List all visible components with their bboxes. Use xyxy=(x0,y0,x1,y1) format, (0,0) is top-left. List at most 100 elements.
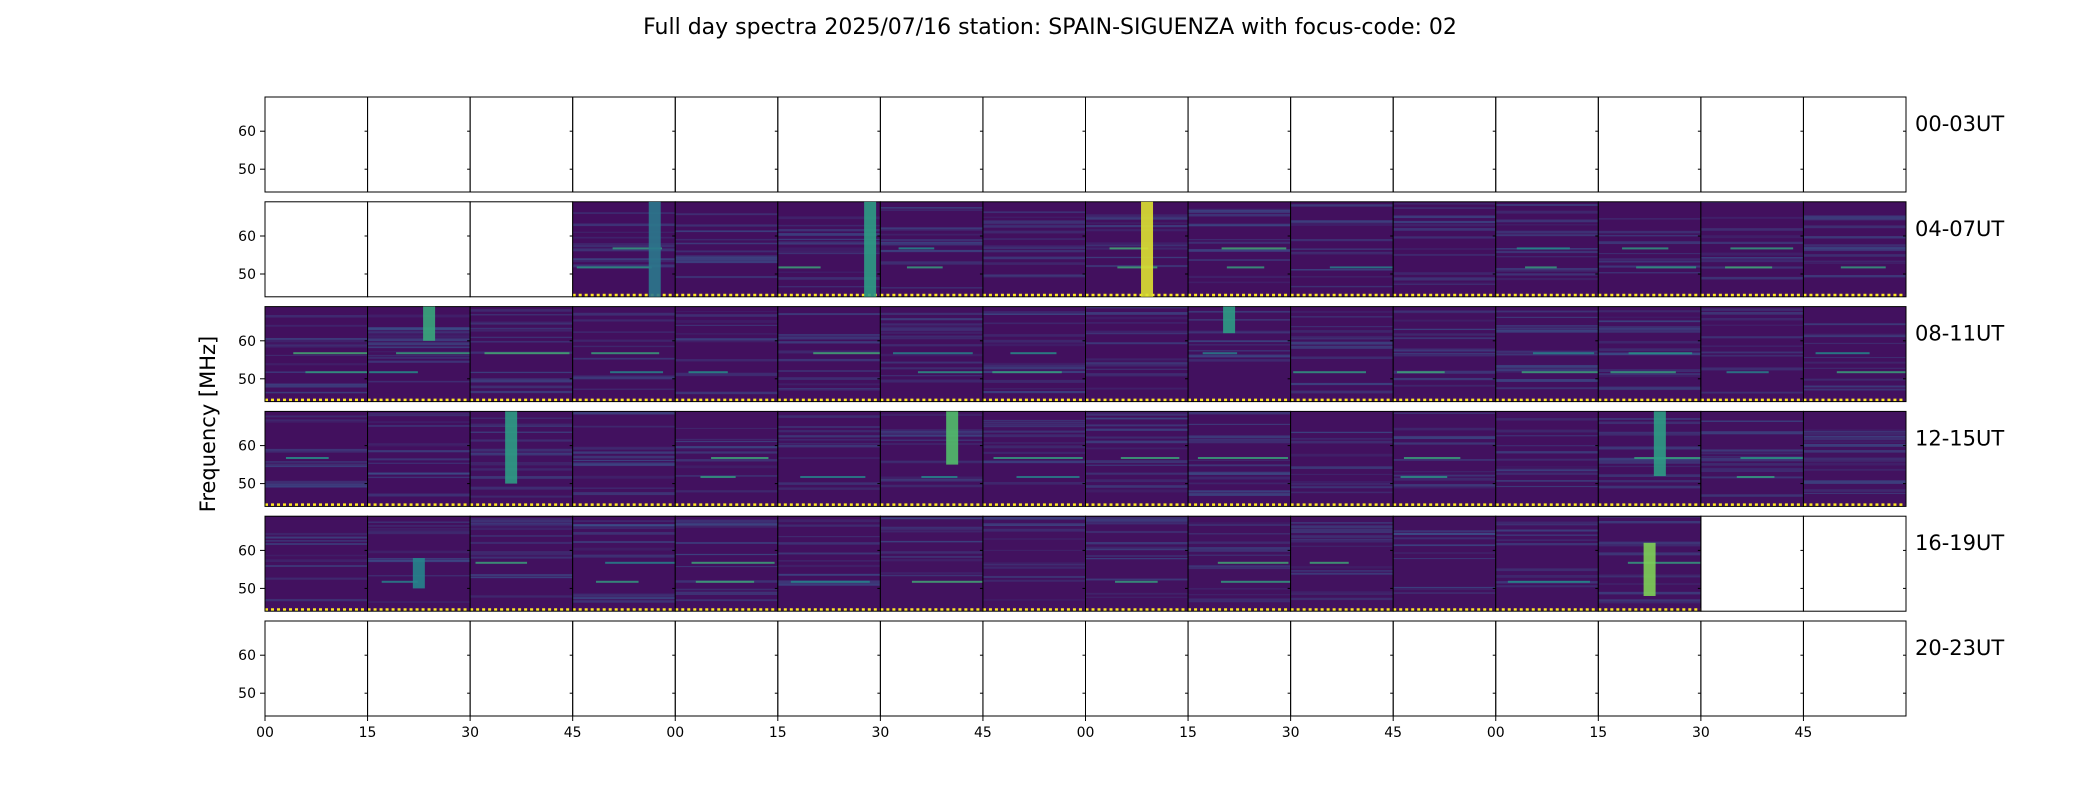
interference-band xyxy=(572,520,676,522)
interference-band xyxy=(470,385,573,389)
interference-band xyxy=(572,243,676,245)
interference-band xyxy=(265,337,368,340)
interference-band xyxy=(675,359,778,362)
signal-line xyxy=(305,371,368,374)
panel-frame xyxy=(982,96,1086,193)
interference-band xyxy=(1085,229,1189,232)
panel xyxy=(1597,410,1702,507)
interference-band xyxy=(470,378,573,380)
interference-band xyxy=(777,457,881,459)
interference-band xyxy=(265,391,368,394)
interference-band xyxy=(675,333,778,335)
row-08-11UT: 60 50 08-11UT xyxy=(238,306,2004,403)
interference-band xyxy=(1803,323,1906,326)
interference-band xyxy=(1803,441,1906,443)
interference-band xyxy=(367,528,471,530)
spectrum-background xyxy=(470,411,573,507)
interference-band xyxy=(880,361,983,364)
interference-band xyxy=(367,380,471,383)
interference-band xyxy=(367,425,471,427)
interference-band xyxy=(777,350,881,354)
interference-band xyxy=(1495,429,1599,433)
interference-band xyxy=(1188,224,1291,227)
interference-band xyxy=(1803,437,1906,441)
radio-burst xyxy=(648,201,661,297)
x-tick-label: 45 xyxy=(1384,725,1402,741)
spectrum-background xyxy=(777,411,881,507)
interference-band xyxy=(1188,423,1291,425)
row-label: 20-23UT xyxy=(1915,636,2004,660)
panel-frame xyxy=(879,96,984,193)
signal-line xyxy=(1507,580,1590,583)
interference-band xyxy=(1393,310,1496,314)
panel xyxy=(1392,201,1497,298)
interference-band xyxy=(1700,431,1804,434)
interference-band xyxy=(1290,204,1394,207)
interference-band xyxy=(470,314,573,316)
interference-band xyxy=(367,354,471,357)
interference-band xyxy=(1393,586,1496,589)
interference-band xyxy=(982,364,1086,367)
interference-band xyxy=(470,462,573,464)
interference-band xyxy=(1803,432,1906,435)
interference-band xyxy=(675,599,778,602)
interference-band xyxy=(982,390,1086,394)
interference-band xyxy=(675,339,778,343)
interference-band xyxy=(1803,388,1906,391)
signal-line xyxy=(1815,352,1870,355)
signal-line xyxy=(1725,266,1773,269)
interference-band xyxy=(1290,239,1394,242)
interference-band xyxy=(1495,387,1599,390)
signal-line xyxy=(1634,457,1701,459)
interference-band xyxy=(1803,334,1906,338)
signal-line xyxy=(700,476,736,478)
interference-band xyxy=(1085,412,1189,415)
interference-band xyxy=(470,518,573,521)
interference-band xyxy=(675,257,778,261)
interference-band xyxy=(367,346,471,349)
panel xyxy=(879,515,984,612)
interference-band xyxy=(1085,548,1189,551)
interference-band xyxy=(1803,217,1906,221)
interference-band xyxy=(1188,281,1291,284)
interference-band xyxy=(1803,481,1906,485)
interference-band xyxy=(572,547,676,551)
interference-band xyxy=(1188,310,1291,313)
interference-band xyxy=(470,321,573,325)
signal-line xyxy=(1736,476,1775,478)
interference-band xyxy=(1085,322,1189,324)
panel-frame xyxy=(1700,515,1804,612)
interference-band xyxy=(1495,368,1599,372)
interference-band xyxy=(982,460,1086,464)
interference-band xyxy=(1085,472,1189,475)
spectrum-background xyxy=(777,516,881,612)
interference-band xyxy=(1495,445,1599,447)
interference-band xyxy=(1700,494,1804,497)
interference-band xyxy=(982,230,1086,234)
x-tick-label: 30 xyxy=(1282,725,1300,741)
interference-band xyxy=(367,331,471,334)
interference-band xyxy=(1290,437,1394,440)
panel-frame xyxy=(367,96,471,193)
interference-band xyxy=(1495,543,1599,546)
interference-band xyxy=(1188,587,1291,590)
interference-band xyxy=(470,551,573,554)
interference-band xyxy=(1598,260,1701,263)
signal-line xyxy=(898,247,935,250)
signal-line xyxy=(1202,352,1238,355)
interference-band xyxy=(1188,549,1291,552)
interference-band xyxy=(1188,331,1291,334)
radio-burst xyxy=(423,306,436,341)
interference-band xyxy=(880,227,983,230)
interference-band xyxy=(572,376,676,380)
panel xyxy=(777,306,881,403)
signal-line xyxy=(1293,371,1366,374)
interference-band xyxy=(1700,241,1804,244)
interference-band xyxy=(1495,310,1599,313)
interference-band xyxy=(1085,387,1189,390)
panel xyxy=(982,306,1086,403)
interference-band xyxy=(1085,265,1189,268)
row-20-23UT: 60 50 20-23UT xyxy=(238,620,2004,717)
interference-band xyxy=(470,448,573,452)
interference-band xyxy=(1085,479,1189,483)
